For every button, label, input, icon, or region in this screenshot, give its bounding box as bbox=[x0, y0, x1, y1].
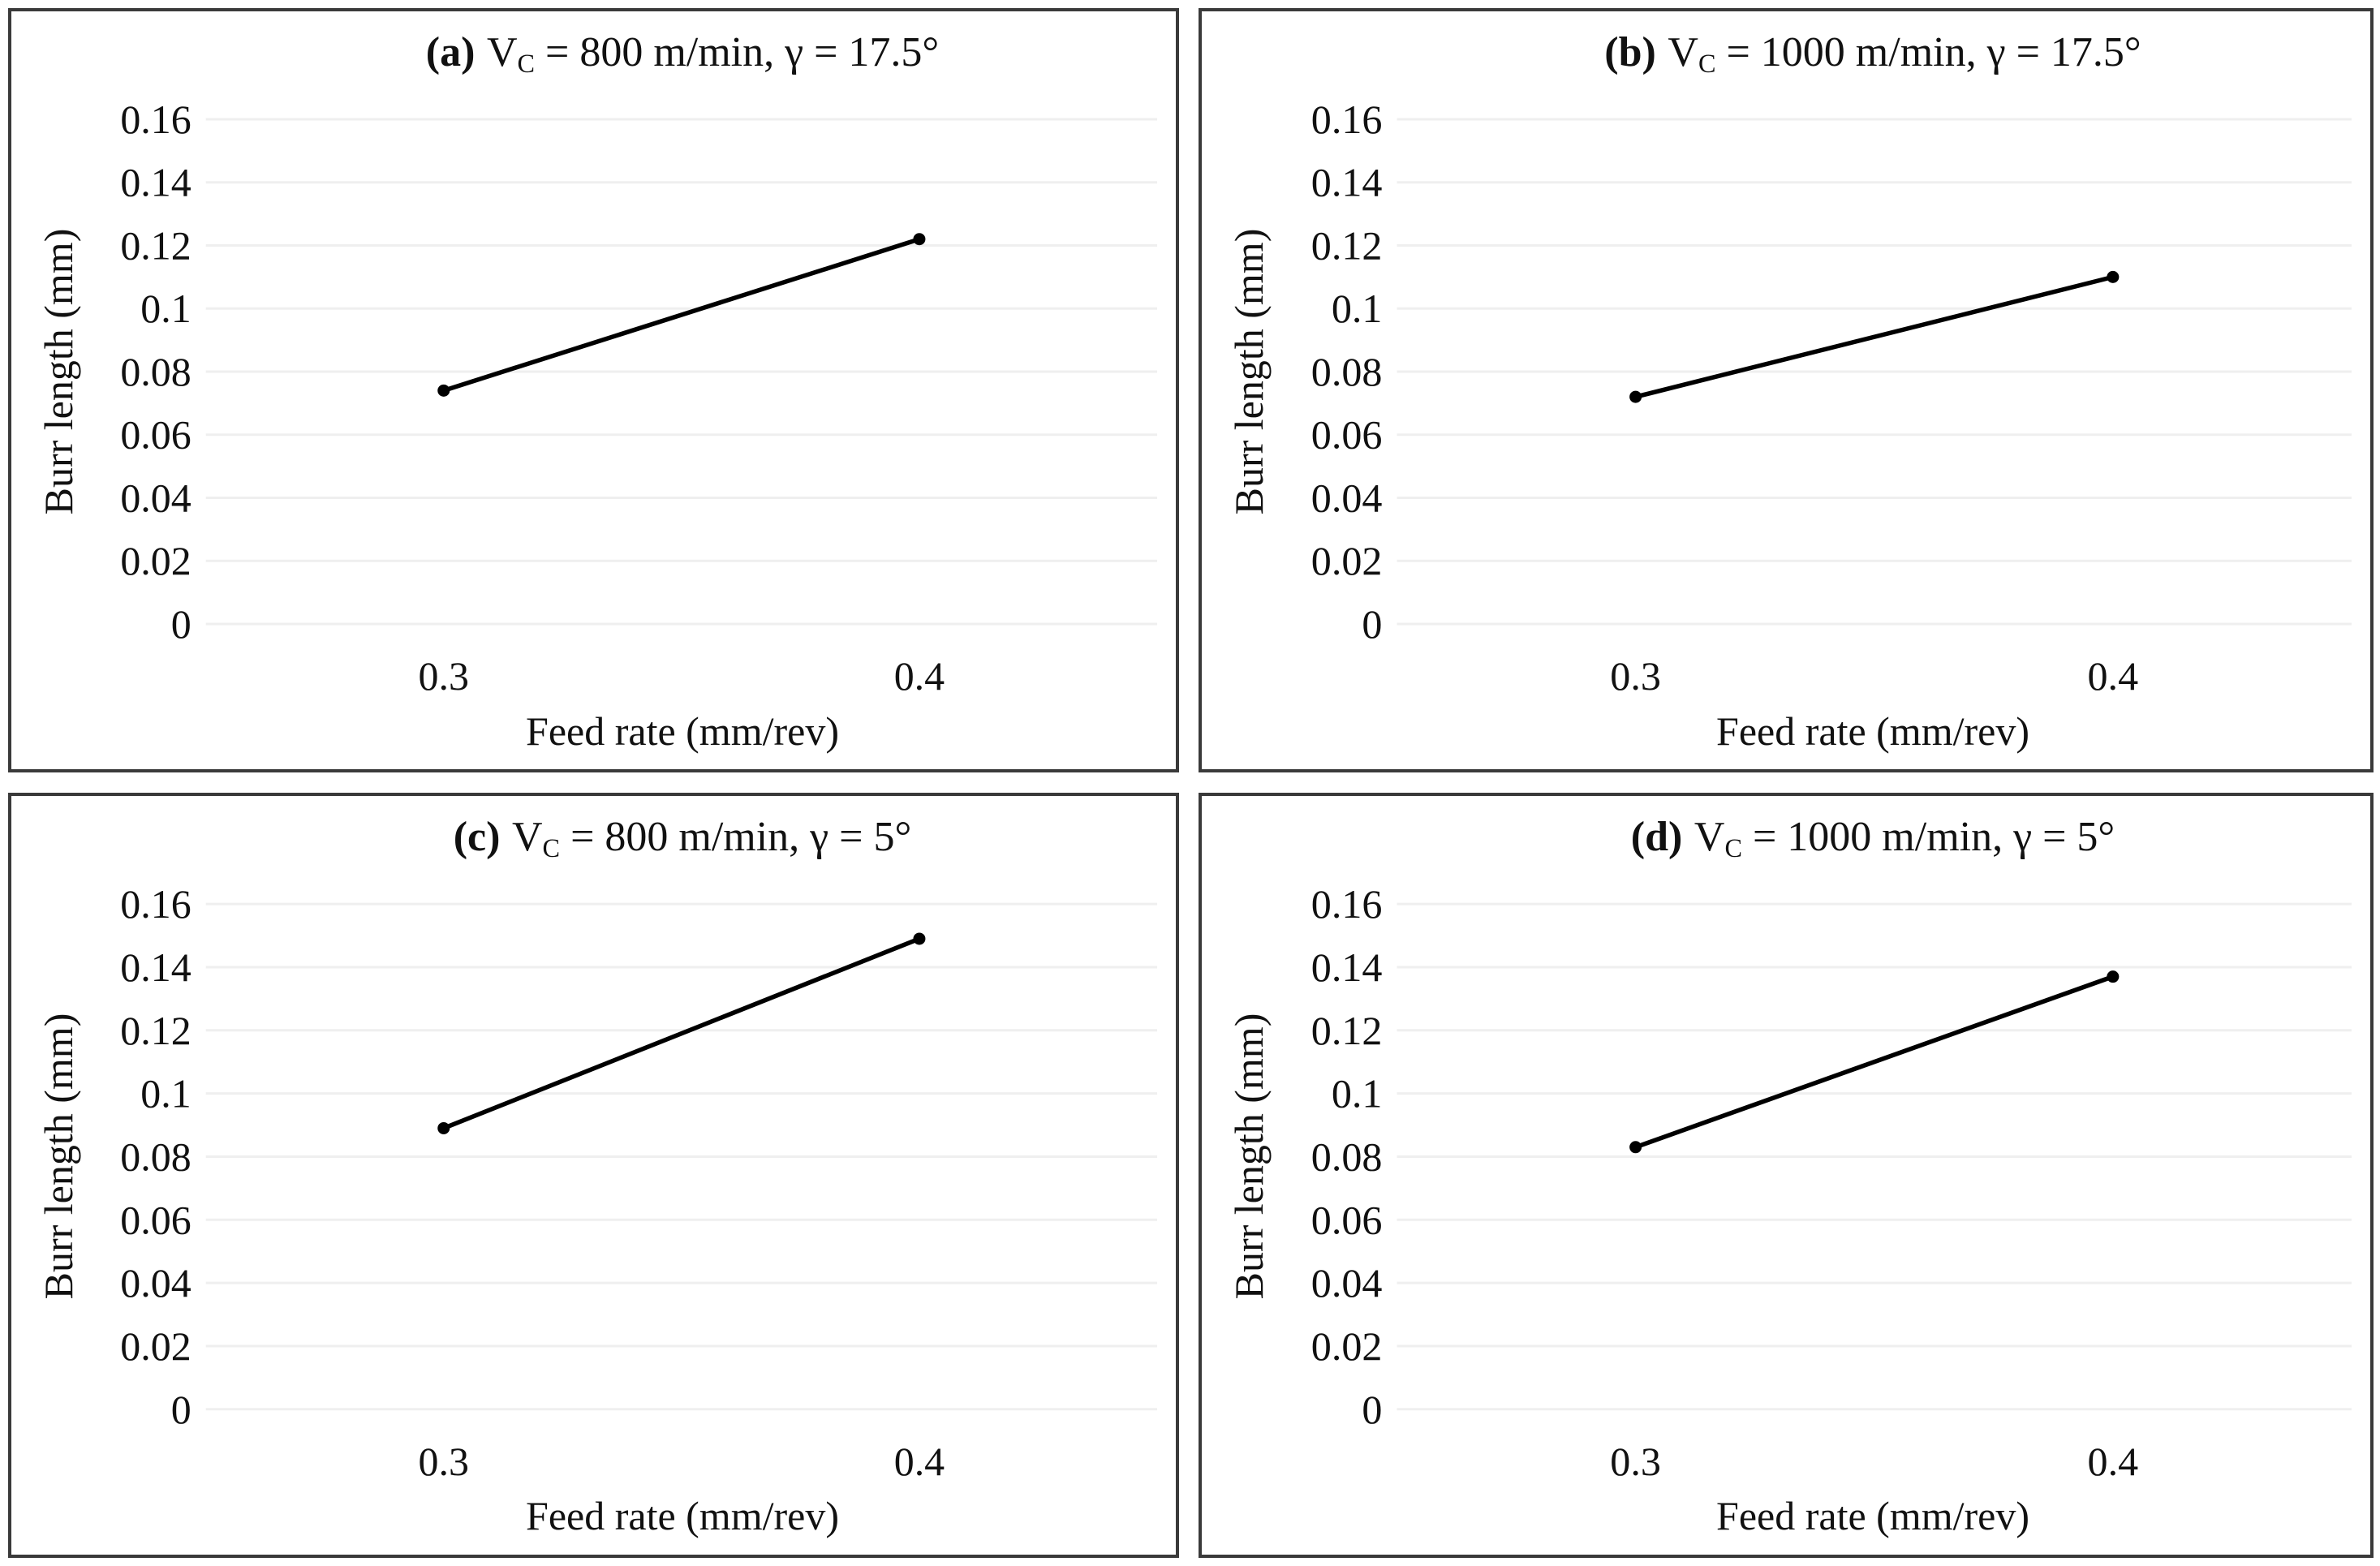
y-tick-label: 0 bbox=[171, 601, 192, 647]
x-axis-title: Feed rate (mm/rev) bbox=[526, 1493, 839, 1538]
x-tick-label: 0.3 bbox=[419, 653, 469, 699]
data-point-marker bbox=[913, 932, 926, 945]
title-subscript: C bbox=[517, 49, 536, 79]
chart-canvas: 0 0.02 0.04 0.06 0.08 0.1 0.12 0.14 0.16 0.3 0.4 bbox=[120, 97, 1158, 699]
panel-letter: (b) bbox=[1604, 29, 1656, 75]
y-tick-label: 0.16 bbox=[1311, 881, 1383, 927]
chart-canvas: 0 0.02 0.04 0.06 0.08 0.1 0.12 0.14 0.16 0.3 0.4 bbox=[120, 881, 1158, 1484]
y-axis-title: Burr length (mm) bbox=[1226, 1013, 1272, 1300]
y-tick-label: 0.04 bbox=[120, 1260, 191, 1306]
data-point-marker bbox=[2107, 270, 2120, 283]
y-tick-label: 0.08 bbox=[1311, 1134, 1383, 1180]
title-conditions: = 800 m/min, γ = 5° bbox=[560, 814, 912, 860]
chart-canvas: 0 0.02 0.04 0.06 0.08 0.1 0.12 0.14 0.16 0.3 0.4 bbox=[1311, 881, 2352, 1484]
chart-title: (d) VC = 1000 m/min, γ = 5° bbox=[1397, 814, 2349, 861]
y-tick-label: 0.1 bbox=[1332, 1071, 1383, 1116]
y-tick-label: 0 bbox=[171, 1387, 192, 1432]
plot-area: 0 0.02 0.04 0.06 0.08 0.1 0.12 0.14 0.16 0.3 0.4 bbox=[1202, 796, 2370, 1555]
chart-panel-a: 0 0.02 0.04 0.06 0.08 0.1 0.12 0.14 0.16 0.3 0.4 (… bbox=[8, 8, 1179, 772]
data-point-marker bbox=[1629, 390, 1642, 403]
x-axis-title: Feed rate (mm/rev) bbox=[1716, 1493, 2029, 1538]
title-conditions: = 1000 m/min, γ = 17.5° bbox=[1715, 29, 2141, 75]
y-tick-label: 0.14 bbox=[1311, 944, 1383, 990]
data-point-marker bbox=[2107, 970, 2120, 983]
y-axis-title: Burr length (mm) bbox=[1226, 228, 1272, 515]
y-tick-label: 0.12 bbox=[120, 222, 191, 268]
panel-letter: (d) bbox=[1630, 814, 1683, 860]
data-line bbox=[442, 936, 920, 1131]
y-tick-label: 0.04 bbox=[1311, 475, 1383, 521]
y-tick-label: 0.02 bbox=[1311, 1323, 1383, 1369]
title-subscript: C bbox=[1698, 49, 1716, 79]
chart-canvas: 0 0.02 0.04 0.06 0.08 0.1 0.12 0.14 0.16 0.3 0.4 bbox=[1311, 97, 2352, 699]
plot-area: 0 0.02 0.04 0.06 0.08 0.1 0.12 0.14 0.16 0.3 0.4 bbox=[11, 796, 1176, 1555]
x-tick-label: 0.3 bbox=[1610, 1439, 1661, 1484]
data-point-marker bbox=[437, 1121, 450, 1134]
data-line bbox=[1634, 974, 2114, 1150]
x-tick-label: 0.4 bbox=[894, 1439, 945, 1484]
plot-area: 0 0.02 0.04 0.06 0.08 0.1 0.12 0.14 0.16 0.3 0.4 bbox=[11, 11, 1176, 769]
x-tick-label: 0.4 bbox=[2088, 1439, 2139, 1484]
panel-letter: (a) bbox=[425, 29, 476, 75]
x-tick-label: 0.4 bbox=[894, 653, 945, 699]
y-tick-label: 0.1 bbox=[1332, 286, 1383, 331]
y-tick-label: 0.1 bbox=[140, 286, 191, 331]
title-symbol: V bbox=[1668, 29, 1698, 75]
y-tick-label: 0.16 bbox=[120, 881, 191, 927]
y-tick-label: 0.06 bbox=[1311, 1197, 1383, 1242]
y-tick-label: 0.12 bbox=[1311, 223, 1383, 269]
y-tick-label: 0.16 bbox=[1311, 97, 1383, 142]
data-point-marker bbox=[1629, 1141, 1642, 1154]
x-axis-title: Feed rate (mm/rev) bbox=[1716, 708, 2029, 754]
data-point-marker bbox=[437, 384, 450, 397]
y-tick-label: 0.04 bbox=[1311, 1260, 1383, 1306]
title-symbol: V bbox=[486, 29, 518, 75]
y-tick-label: 0.14 bbox=[120, 160, 191, 205]
title-symbol: V bbox=[1694, 814, 1725, 860]
y-tick-label: 0.04 bbox=[120, 475, 191, 520]
data-point-marker bbox=[913, 233, 926, 246]
x-tick-label: 0.4 bbox=[2088, 653, 2139, 699]
chart-title: (b) VC = 1000 m/min, γ = 17.5° bbox=[1397, 29, 2349, 76]
y-tick-label: 0.08 bbox=[120, 349, 191, 394]
y-tick-label: 0.02 bbox=[120, 538, 191, 583]
x-axis-title: Feed rate (mm/rev) bbox=[526, 708, 839, 754]
y-tick-label: 0.06 bbox=[120, 412, 191, 458]
chart-title: (a) VC = 800 m/min, γ = 17.5° bbox=[206, 29, 1159, 76]
chart-panel-b: 0 0.02 0.04 0.06 0.08 0.1 0.12 0.14 0.16 0.3 0.4 (… bbox=[1199, 8, 2374, 772]
title-conditions: = 800 m/min, γ = 17.5° bbox=[535, 29, 940, 75]
y-tick-label: 0.12 bbox=[120, 1008, 191, 1053]
y-tick-label: 0.1 bbox=[140, 1071, 191, 1116]
y-tick-label: 0.16 bbox=[120, 97, 191, 142]
chart-panel-d: 0 0.02 0.04 0.06 0.08 0.1 0.12 0.14 0.16 0.3 0.4 (… bbox=[1199, 793, 2374, 1558]
title-subscript: C bbox=[542, 833, 561, 863]
plot-area: 0 0.02 0.04 0.06 0.08 0.1 0.12 0.14 0.16 0.3 0.4 bbox=[1202, 11, 2370, 769]
data-line bbox=[442, 237, 920, 393]
chart-title: (c) VC = 800 m/min, γ = 5° bbox=[206, 814, 1159, 861]
y-tick-label: 0 bbox=[1362, 1387, 1382, 1432]
title-subscript: C bbox=[1724, 833, 1742, 863]
x-tick-label: 0.3 bbox=[419, 1439, 469, 1484]
y-axis-title: Burr length (mm) bbox=[36, 1013, 81, 1300]
y-tick-label: 0.06 bbox=[120, 1197, 191, 1242]
y-tick-label: 0.14 bbox=[120, 944, 191, 990]
y-axis-title: Burr length (mm) bbox=[36, 228, 81, 515]
chart-panel-c: 0 0.02 0.04 0.06 0.08 0.1 0.12 0.14 0.16 0.3 0.4 (… bbox=[8, 793, 1179, 1558]
y-tick-label: 0.08 bbox=[120, 1134, 191, 1179]
x-tick-label: 0.3 bbox=[1610, 653, 1661, 699]
panel-letter: (c) bbox=[453, 814, 501, 860]
title-symbol: V bbox=[511, 814, 543, 860]
y-tick-label: 0.06 bbox=[1311, 412, 1383, 458]
y-tick-label: 0.08 bbox=[1311, 349, 1383, 394]
y-tick-label: 0 bbox=[1362, 601, 1382, 647]
y-tick-label: 0.02 bbox=[120, 1323, 191, 1369]
y-tick-label: 0.12 bbox=[1311, 1008, 1383, 1053]
y-tick-label: 0.14 bbox=[1311, 160, 1383, 205]
title-conditions: = 1000 m/min, γ = 5° bbox=[1741, 814, 2115, 860]
y-tick-label: 0.02 bbox=[1311, 538, 1383, 583]
data-line bbox=[1634, 274, 2114, 399]
